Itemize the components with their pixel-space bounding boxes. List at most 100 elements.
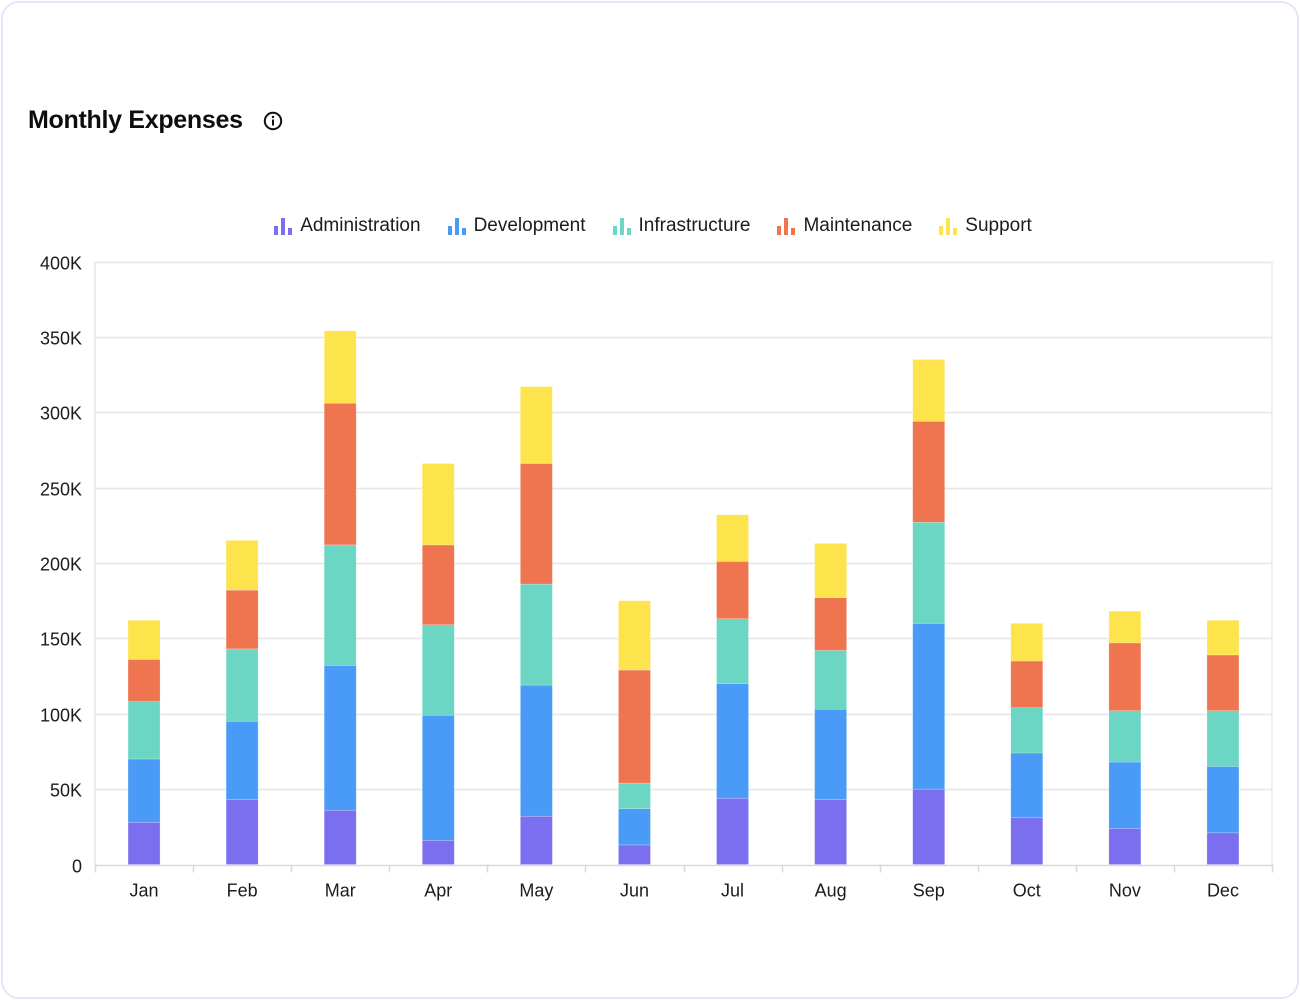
- y-tick-label: 0: [72, 857, 82, 877]
- bar-segment-infrastructure-oct: [1010, 707, 1044, 754]
- bar-segment-infrastructure-jul: [716, 618, 749, 684]
- bar-segment-support-jul: [716, 514, 749, 562]
- bar-chart-icon: [777, 218, 796, 235]
- info-circle-icon[interactable]: [263, 111, 283, 131]
- bar-segment-maintenance-mar: [323, 402, 357, 546]
- bar-segment-support-apr: [421, 463, 455, 546]
- bar-segment-maintenance-feb: [225, 589, 259, 650]
- x-tick-label: Oct: [1013, 881, 1041, 901]
- bar-chart-icon: [274, 218, 293, 235]
- bar-segment-support-aug: [814, 543, 847, 598]
- bar-segment-support-dec: [1206, 619, 1240, 656]
- x-tick-label: Aug: [815, 881, 847, 901]
- x-tick-label: Mar: [325, 881, 356, 901]
- bar-segment-infrastructure-apr: [421, 624, 455, 716]
- bar-segment-maintenance-apr: [421, 544, 455, 626]
- bar-segment-maintenance-aug: [814, 597, 847, 651]
- bar-segment-administration-oct: [1010, 817, 1044, 865]
- bar-segment-maintenance-jan: [127, 659, 161, 702]
- bar-segment-development-mar: [323, 665, 357, 811]
- bar-segment-development-may: [520, 684, 553, 817]
- legend-label: Support: [965, 215, 1032, 236]
- legend-item-maintenance[interactable]: Maintenance: [776, 215, 912, 237]
- bar-segment-infrastructure-aug: [814, 650, 847, 710]
- y-tick-label: 100K: [40, 706, 82, 726]
- x-tick-label: Sep: [913, 881, 945, 901]
- bar-segment-development-jul: [716, 683, 749, 799]
- bar-segment-infrastructure-dec: [1206, 710, 1240, 767]
- bar-segment-maintenance-nov: [1108, 642, 1142, 712]
- y-tick-label: 350K: [40, 329, 82, 349]
- bar-segment-development-dec: [1206, 766, 1240, 834]
- bar-segment-administration-dec: [1206, 832, 1240, 865]
- bar-segment-infrastructure-mar: [323, 544, 357, 666]
- bar-segment-support-oct: [1010, 622, 1044, 662]
- bar-segment-development-sep: [912, 622, 946, 790]
- bar-segment-administration-aug: [814, 799, 847, 865]
- x-tick-label: Jul: [721, 881, 744, 901]
- bar-segment-infrastructure-may: [520, 583, 553, 686]
- bar-segment-support-sep: [912, 359, 946, 422]
- bar-segment-maintenance-may: [520, 463, 553, 585]
- bar-segment-administration-sep: [912, 788, 946, 865]
- bar-segment-development-jun: [618, 808, 651, 846]
- bar-segment-support-nov: [1108, 610, 1142, 644]
- bar-segment-administration-apr: [421, 840, 455, 865]
- y-tick-label: 400K: [40, 254, 82, 274]
- x-tick-label: Jan: [130, 881, 159, 901]
- bar-segment-administration-jan: [127, 821, 161, 865]
- x-tick-label: Apr: [424, 881, 452, 901]
- bar-segment-infrastructure-jun: [618, 782, 651, 810]
- y-tick-label: 200K: [40, 555, 82, 575]
- bar-segment-administration-mar: [323, 809, 357, 865]
- bar-segment-infrastructure-jan: [127, 701, 161, 760]
- bar-segment-administration-jul: [716, 797, 749, 865]
- bar-segment-maintenance-jul: [716, 561, 749, 620]
- bar-chart-icon: [939, 218, 958, 235]
- legend-label: Administration: [300, 215, 421, 236]
- legend-item-development[interactable]: Development: [447, 215, 586, 237]
- legend-item-infrastructure[interactable]: Infrastructure: [612, 215, 751, 237]
- chart-title: Monthly Expenses: [28, 106, 243, 134]
- bar-segment-development-nov: [1108, 761, 1142, 829]
- y-tick-label: 300K: [40, 404, 82, 424]
- bar-segment-maintenance-dec: [1206, 654, 1240, 712]
- x-tick-label: May: [519, 881, 553, 901]
- bar-segment-support-feb: [225, 540, 259, 591]
- chart-legend: Administration Development Infrastructure M…: [0, 215, 1300, 237]
- y-tick-label: 150K: [40, 630, 82, 650]
- x-tick-label: Nov: [1109, 881, 1141, 901]
- bar-segment-infrastructure-nov: [1108, 710, 1142, 763]
- legend-item-support[interactable]: Support: [938, 215, 1032, 237]
- bar-chart-icon: [612, 218, 631, 235]
- bar-segment-support-jan: [127, 619, 161, 660]
- bar-segment-support-may: [520, 386, 553, 464]
- legend-label: Maintenance: [803, 215, 913, 236]
- bar-segment-development-jan: [127, 758, 161, 823]
- x-tick-label: Dec: [1207, 881, 1239, 901]
- bar-segment-support-jun: [618, 600, 651, 671]
- bar-segment-administration-may: [520, 815, 553, 865]
- x-tick-label: Jun: [620, 881, 649, 901]
- legend-label: Development: [473, 215, 586, 236]
- bar-segment-infrastructure-feb: [225, 648, 259, 722]
- card-header: Monthly Expenses: [28, 106, 283, 135]
- bar-segment-administration-jun: [618, 844, 651, 865]
- legend-label: Infrastructure: [638, 215, 751, 236]
- x-tick-label: Feb: [227, 881, 258, 901]
- bar-segment-development-oct: [1010, 752, 1044, 819]
- bar-segment-maintenance-sep: [912, 420, 946, 523]
- legend-item-administration[interactable]: Administration: [273, 215, 421, 237]
- y-tick-label: 50K: [50, 781, 82, 801]
- bar-segment-support-mar: [323, 330, 357, 404]
- bar-segment-administration-nov: [1108, 828, 1142, 865]
- bar-segment-development-apr: [421, 714, 455, 841]
- y-tick-label: 250K: [40, 480, 82, 500]
- bar-segment-development-aug: [814, 708, 847, 800]
- bar-segment-infrastructure-sep: [912, 521, 946, 624]
- bar-segment-maintenance-jun: [618, 669, 651, 784]
- bar-segment-maintenance-oct: [1010, 660, 1044, 709]
- bar-segment-development-feb: [225, 720, 259, 800]
- bar-chart-icon: [447, 218, 466, 235]
